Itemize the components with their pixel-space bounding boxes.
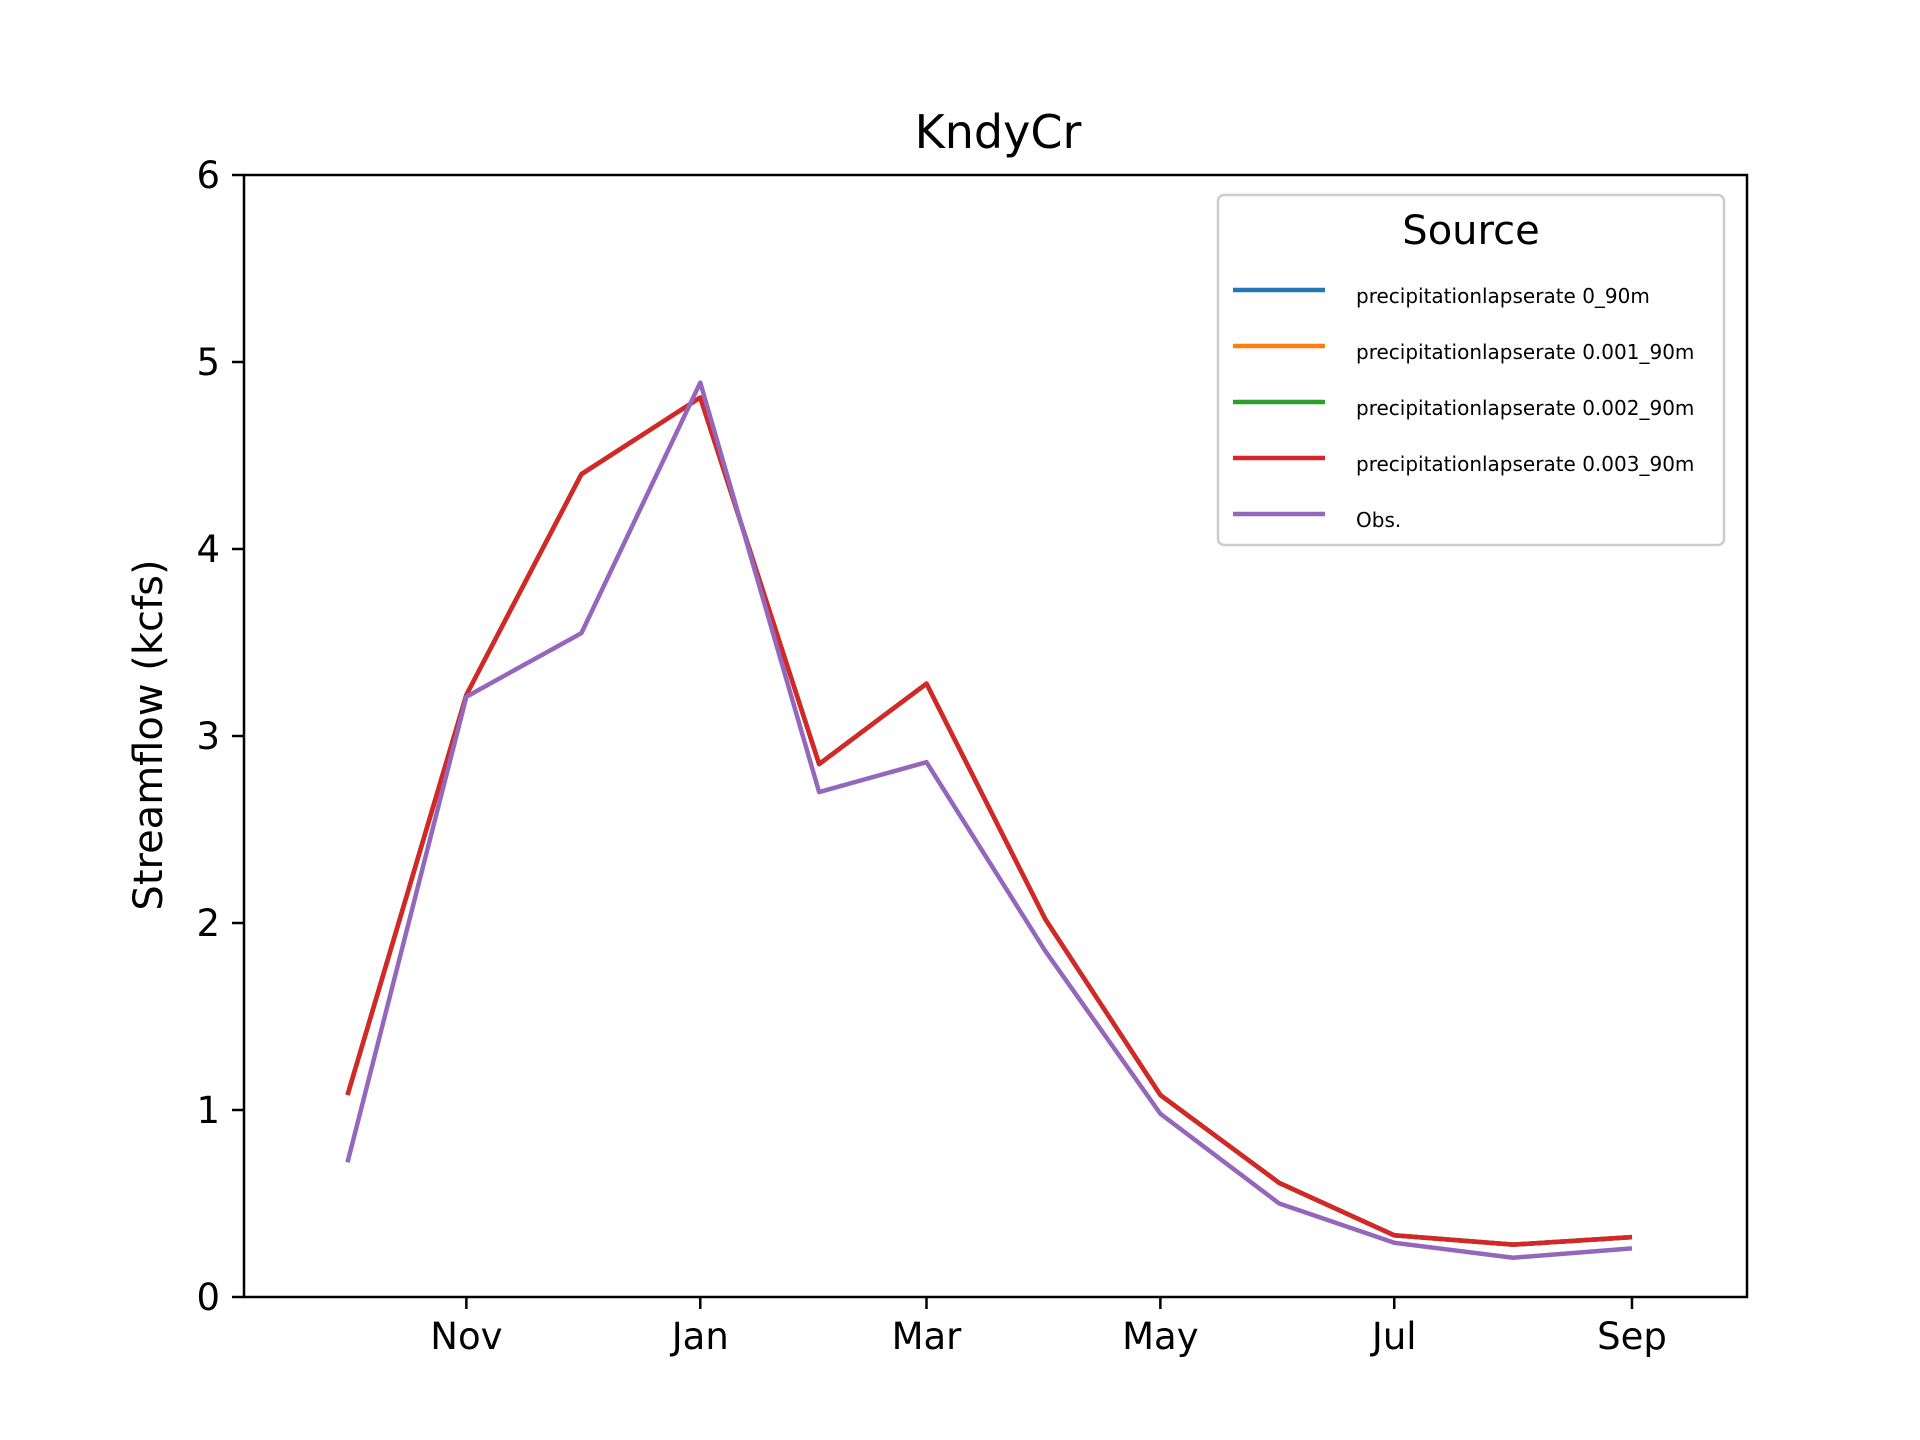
y-tick-label: 5: [196, 341, 220, 384]
x-tick-label: Sep: [1597, 1315, 1667, 1358]
legend: Source precipitationlapserate 0_90mpreci…: [1216, 193, 1726, 547]
series-line-3: [345, 395, 1633, 1247]
y-tick-label: 4: [196, 528, 220, 571]
x-tick-label: May: [1122, 1315, 1199, 1358]
legend-label-4: Obs.: [1356, 508, 1401, 532]
y-axis: 0 1 2 3 4 5 6: [196, 154, 244, 1319]
x-axis: Nov Jan Mar May Jul Sep: [430, 1297, 1667, 1358]
y-tick-label: 0: [196, 1276, 220, 1319]
x-tick-label: Nov: [430, 1315, 502, 1358]
legend-entries: precipitationlapserate 0_90m precipitatio…: [1233, 284, 1694, 532]
series-layer: [345, 380, 1633, 1260]
legend-label-3: precipitationlapserate 0.003_90m: [1356, 452, 1694, 476]
y-tick-label: 2: [196, 902, 220, 945]
y-tick-label: 6: [196, 154, 220, 197]
x-tick-label: Jan: [670, 1315, 729, 1358]
legend-label-2: precipitationlapserate 0.002_90m: [1356, 396, 1694, 420]
legend-box: [1216, 193, 1726, 547]
legend-label-0: precipitationlapserate 0_90m: [1356, 284, 1650, 308]
legend-title: Source: [1402, 208, 1539, 254]
x-tick-label: Jul: [1370, 1315, 1417, 1358]
x-tick-label: Mar: [892, 1315, 963, 1358]
series-line-4: [345, 380, 1633, 1260]
chart-title: KndyCr: [915, 105, 1082, 159]
y-axis-label: Streamflow (kcfs): [126, 559, 172, 910]
legend-label-1: precipitationlapserate 0.001_90m: [1356, 340, 1694, 364]
y-tick-label: 1: [196, 1089, 220, 1132]
y-tick-label: 3: [196, 715, 220, 758]
